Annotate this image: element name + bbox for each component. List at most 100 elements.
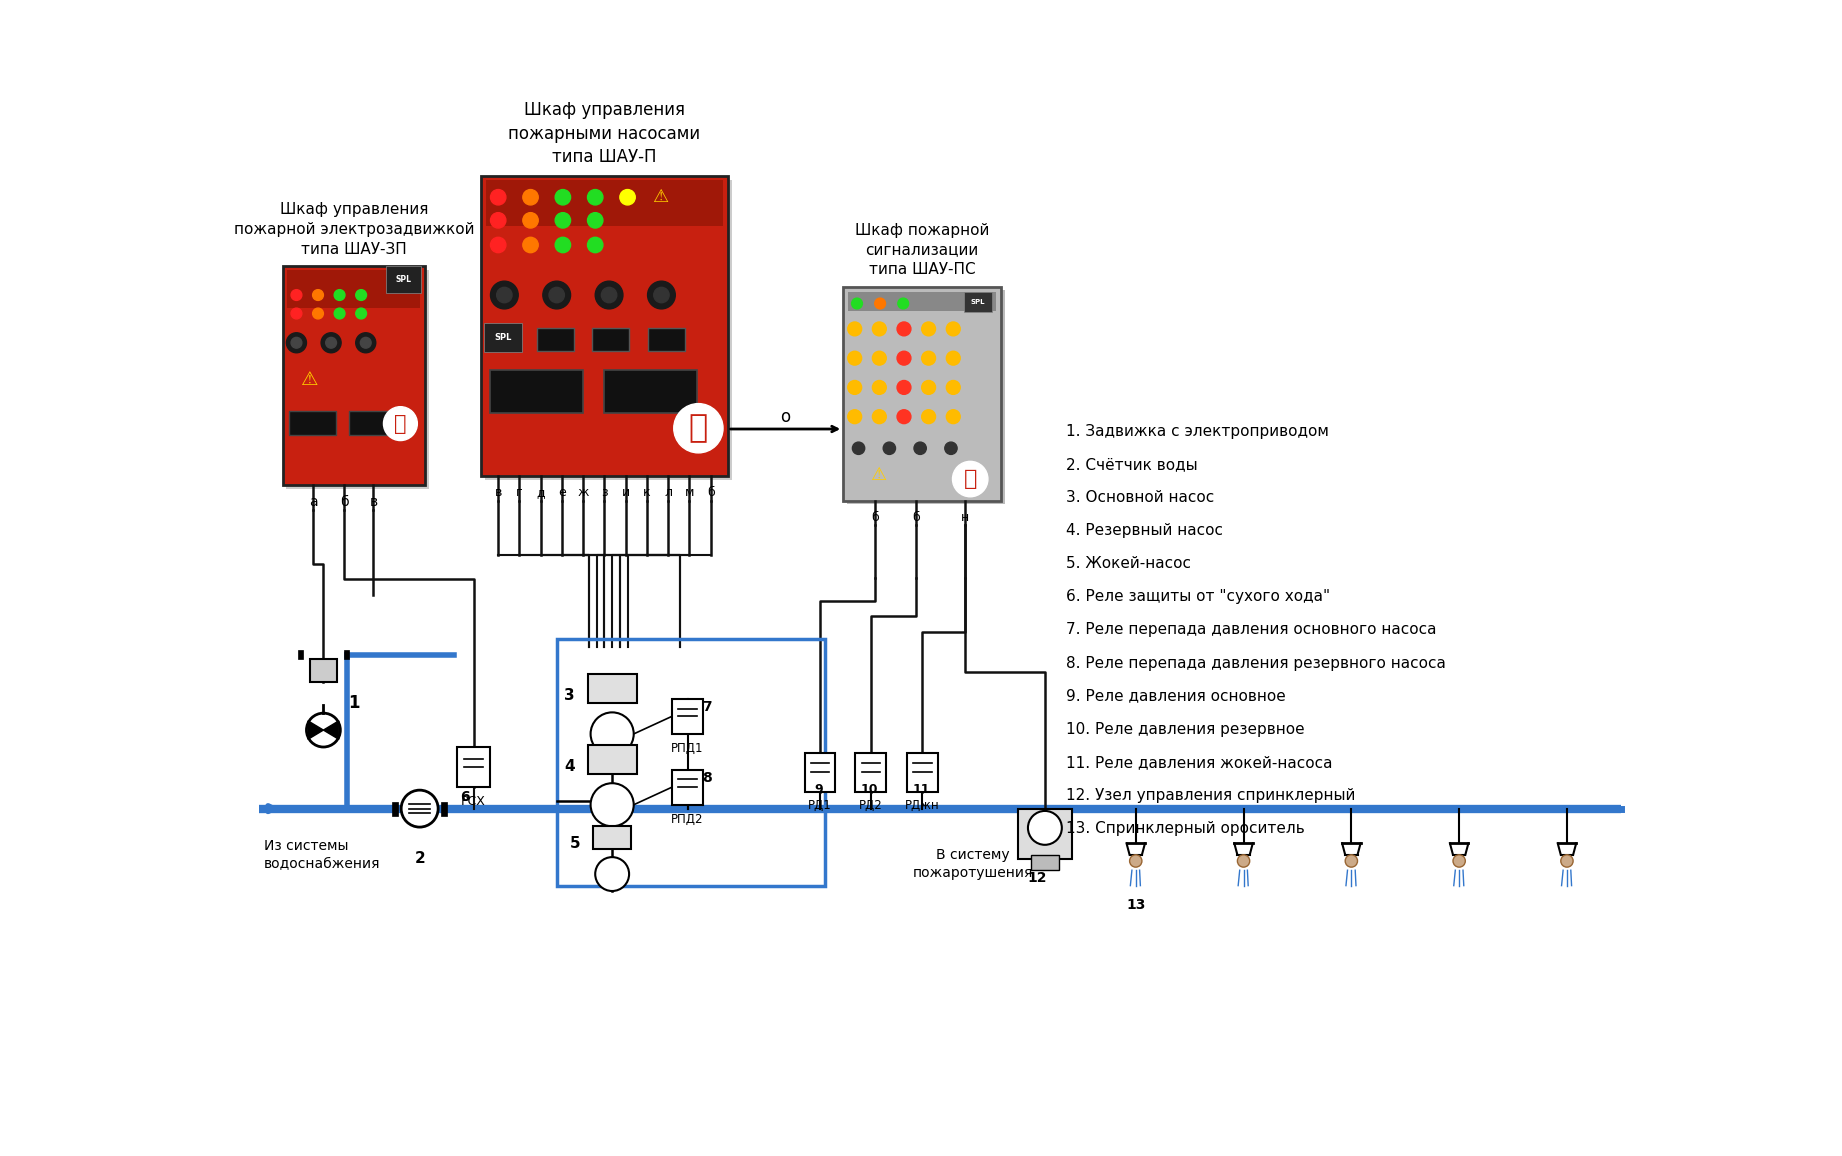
- Bar: [348, 410, 396, 435]
- Circle shape: [873, 323, 886, 336]
- Text: SPL: SPL: [494, 333, 512, 342]
- Text: 1: 1: [348, 694, 359, 712]
- Circle shape: [621, 190, 635, 205]
- Circle shape: [333, 290, 344, 301]
- Text: в: в: [370, 495, 378, 509]
- Bar: [1032, 854, 1059, 870]
- Circle shape: [591, 784, 634, 827]
- Circle shape: [333, 309, 344, 319]
- Circle shape: [291, 290, 302, 301]
- Circle shape: [914, 442, 927, 454]
- Text: РСХ: РСХ: [460, 795, 486, 808]
- Bar: [309, 659, 337, 682]
- Circle shape: [600, 288, 617, 303]
- Circle shape: [847, 351, 862, 365]
- Text: Шкаф пожарной
сигнализации
типа ШАУ-ПС: Шкаф пожарной сигнализации типа ШАУ-ПС: [855, 223, 989, 277]
- Circle shape: [921, 380, 936, 394]
- Text: 7: 7: [702, 701, 711, 714]
- Circle shape: [897, 323, 912, 336]
- Text: б: б: [871, 511, 879, 524]
- Circle shape: [291, 309, 302, 319]
- Circle shape: [1345, 854, 1358, 867]
- Text: 10: 10: [860, 783, 879, 795]
- Circle shape: [847, 323, 862, 336]
- FancyBboxPatch shape: [847, 290, 1006, 504]
- Text: РДжн: РДжн: [904, 800, 939, 813]
- Bar: [672, 699, 704, 734]
- Circle shape: [321, 333, 341, 353]
- Text: 2: 2: [414, 851, 426, 866]
- Text: 3. Основной насос: 3. Основной насос: [1067, 490, 1214, 505]
- Circle shape: [490, 237, 507, 253]
- Circle shape: [356, 290, 367, 301]
- Bar: [344, 650, 348, 659]
- Bar: [457, 747, 490, 787]
- Circle shape: [847, 380, 862, 394]
- Circle shape: [326, 338, 337, 348]
- Circle shape: [674, 403, 724, 453]
- Text: б: б: [341, 495, 348, 509]
- Circle shape: [648, 281, 676, 309]
- Circle shape: [402, 791, 438, 827]
- Circle shape: [554, 190, 571, 205]
- Text: 12: 12: [1028, 870, 1046, 885]
- Circle shape: [875, 298, 886, 309]
- Text: ж: ж: [578, 487, 589, 499]
- Circle shape: [1028, 810, 1061, 845]
- Circle shape: [654, 288, 669, 303]
- Circle shape: [897, 380, 912, 394]
- Text: 2. Счётчик воды: 2. Счётчик воды: [1067, 457, 1197, 472]
- Circle shape: [490, 213, 507, 228]
- FancyBboxPatch shape: [484, 179, 731, 480]
- Circle shape: [361, 338, 370, 348]
- Text: ⚠: ⚠: [652, 188, 669, 206]
- Bar: [1019, 808, 1072, 859]
- Text: е: е: [558, 487, 565, 499]
- Circle shape: [947, 323, 960, 336]
- Bar: [588, 744, 637, 775]
- Text: 13: 13: [1125, 898, 1146, 912]
- Bar: [591, 328, 630, 351]
- Circle shape: [1129, 854, 1142, 867]
- Text: Шкаф управления
пожарными насосами
типа ШАУ-П: Шкаф управления пожарными насосами типа …: [508, 102, 700, 166]
- Circle shape: [921, 323, 936, 336]
- Circle shape: [588, 237, 602, 253]
- Text: SPL: SPL: [971, 299, 985, 305]
- Text: 4. Резервный насос: 4. Резервный насос: [1067, 524, 1223, 539]
- Text: 8: 8: [702, 771, 711, 785]
- Circle shape: [291, 338, 302, 348]
- Circle shape: [543, 281, 571, 309]
- Circle shape: [497, 288, 512, 303]
- Text: 5. Жокей-насос: 5. Жокей-насос: [1067, 556, 1192, 571]
- Circle shape: [356, 333, 376, 353]
- Text: РД2: РД2: [858, 800, 882, 813]
- Text: РПД2: РПД2: [670, 813, 704, 825]
- Circle shape: [554, 237, 571, 253]
- Text: б: б: [912, 511, 921, 524]
- Text: о: о: [781, 408, 790, 425]
- Bar: [672, 770, 704, 805]
- Bar: [392, 802, 398, 816]
- Text: 12. Узел управления спринклерный: 12. Узел управления спринклерный: [1067, 788, 1356, 803]
- Bar: [486, 179, 724, 225]
- Text: 10. Реле давления резервное: 10. Реле давления резервное: [1067, 721, 1306, 736]
- Text: 5: 5: [569, 836, 580, 851]
- Circle shape: [287, 333, 306, 353]
- Text: 3: 3: [564, 688, 575, 703]
- Bar: [556, 639, 825, 885]
- Circle shape: [921, 351, 936, 365]
- Circle shape: [873, 351, 886, 365]
- Circle shape: [1453, 854, 1466, 867]
- Circle shape: [490, 190, 507, 205]
- Circle shape: [523, 190, 538, 205]
- Circle shape: [945, 442, 958, 454]
- Text: РД1: РД1: [809, 800, 833, 813]
- Circle shape: [595, 857, 630, 891]
- FancyBboxPatch shape: [844, 287, 1000, 501]
- Text: Из системы
водоснабжения: Из системы водоснабжения: [263, 838, 381, 870]
- FancyBboxPatch shape: [481, 176, 728, 476]
- Circle shape: [882, 442, 895, 454]
- Circle shape: [356, 309, 367, 319]
- Circle shape: [851, 298, 862, 309]
- Circle shape: [952, 461, 987, 497]
